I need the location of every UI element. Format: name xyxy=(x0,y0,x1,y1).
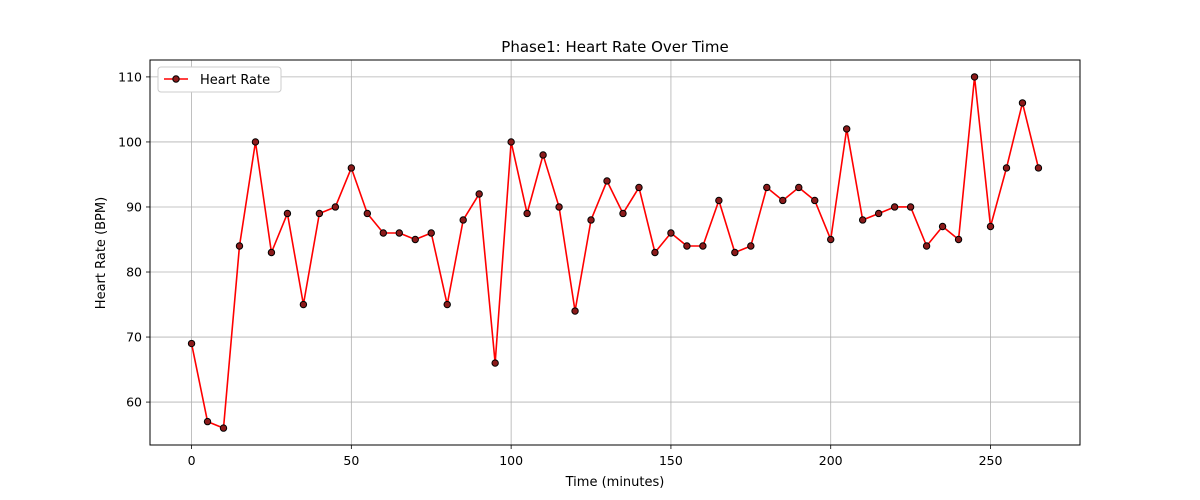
data-point xyxy=(619,209,627,218)
data-point xyxy=(283,209,292,218)
x-tick-label: 50 xyxy=(343,453,359,468)
y-tick-label: 80 xyxy=(126,265,142,280)
data-point xyxy=(843,125,851,133)
data-point xyxy=(715,196,723,205)
data-point xyxy=(874,209,883,218)
data-point xyxy=(187,339,196,348)
data-point xyxy=(507,138,515,146)
x-tick-label: 250 xyxy=(979,453,1003,468)
data-point xyxy=(251,138,260,146)
x-axis-label: Time (minutes) xyxy=(565,475,665,490)
y-tick-label: 100 xyxy=(118,134,142,149)
y-tick-label: 70 xyxy=(126,330,142,345)
data-point xyxy=(763,183,771,192)
data-point xyxy=(731,248,739,257)
data-point xyxy=(203,417,212,426)
legend-marker xyxy=(172,75,180,83)
plot-frame xyxy=(149,59,1081,446)
x-tick-label: 0 xyxy=(188,453,196,468)
data-point xyxy=(954,235,963,244)
data-point xyxy=(219,424,228,432)
data-point xyxy=(1018,99,1027,107)
data-point xyxy=(235,242,244,250)
chart-title: Phase1: Heart Rate Over Time xyxy=(501,38,728,56)
data-point xyxy=(395,229,403,237)
y-tick-label: 90 xyxy=(126,199,142,214)
data-point xyxy=(299,300,308,309)
data-point xyxy=(699,242,707,250)
data-point xyxy=(651,248,659,257)
data-point xyxy=(603,177,611,185)
data-point xyxy=(315,209,324,218)
series-line-heart-rate xyxy=(190,76,1040,429)
data-point xyxy=(379,229,387,237)
data-point xyxy=(986,222,995,231)
data-point xyxy=(347,164,356,172)
legend-box xyxy=(157,66,282,93)
data-point xyxy=(587,216,595,224)
legend-label: Heart Rate xyxy=(200,73,270,88)
data-point xyxy=(427,229,435,237)
data-point xyxy=(555,203,563,211)
data-point xyxy=(523,209,531,218)
data-point xyxy=(539,151,547,159)
data-point xyxy=(667,229,675,237)
data-point xyxy=(331,203,340,211)
y-tick-label: 60 xyxy=(126,395,142,410)
data-point xyxy=(938,222,947,231)
data-point xyxy=(922,242,931,250)
series-layer xyxy=(190,76,1040,429)
data-point xyxy=(475,190,483,198)
data-point xyxy=(858,216,867,224)
data-point xyxy=(683,242,691,250)
y-tick-label: 110 xyxy=(118,69,142,84)
x-tick-label: 100 xyxy=(499,453,523,468)
ticks-layer: 0 50 100 150 200 250 60 70 80 90 100 110 xyxy=(118,69,1002,468)
data-point xyxy=(1034,164,1043,172)
y-axis-label: Heart Rate (BPM) xyxy=(94,197,109,309)
data-point xyxy=(906,203,915,211)
data-point xyxy=(411,235,419,244)
data-point xyxy=(635,183,643,192)
data-point xyxy=(363,209,372,218)
data-point xyxy=(795,183,803,192)
data-point xyxy=(267,248,276,257)
legend: Heart Rate xyxy=(157,66,282,93)
x-tick-label: 200 xyxy=(819,453,843,468)
data-point xyxy=(811,196,819,205)
x-tick-label: 150 xyxy=(659,453,683,468)
data-point xyxy=(779,196,787,205)
data-point xyxy=(1002,164,1011,172)
data-point xyxy=(827,235,835,244)
data-point xyxy=(747,242,755,250)
grid-layer xyxy=(150,60,1080,445)
data-point xyxy=(459,216,467,224)
data-point xyxy=(491,359,499,367)
data-point xyxy=(443,300,451,309)
data-point xyxy=(571,307,579,315)
marker-layer xyxy=(187,73,1043,432)
data-point xyxy=(890,203,899,211)
data-point xyxy=(970,73,979,81)
